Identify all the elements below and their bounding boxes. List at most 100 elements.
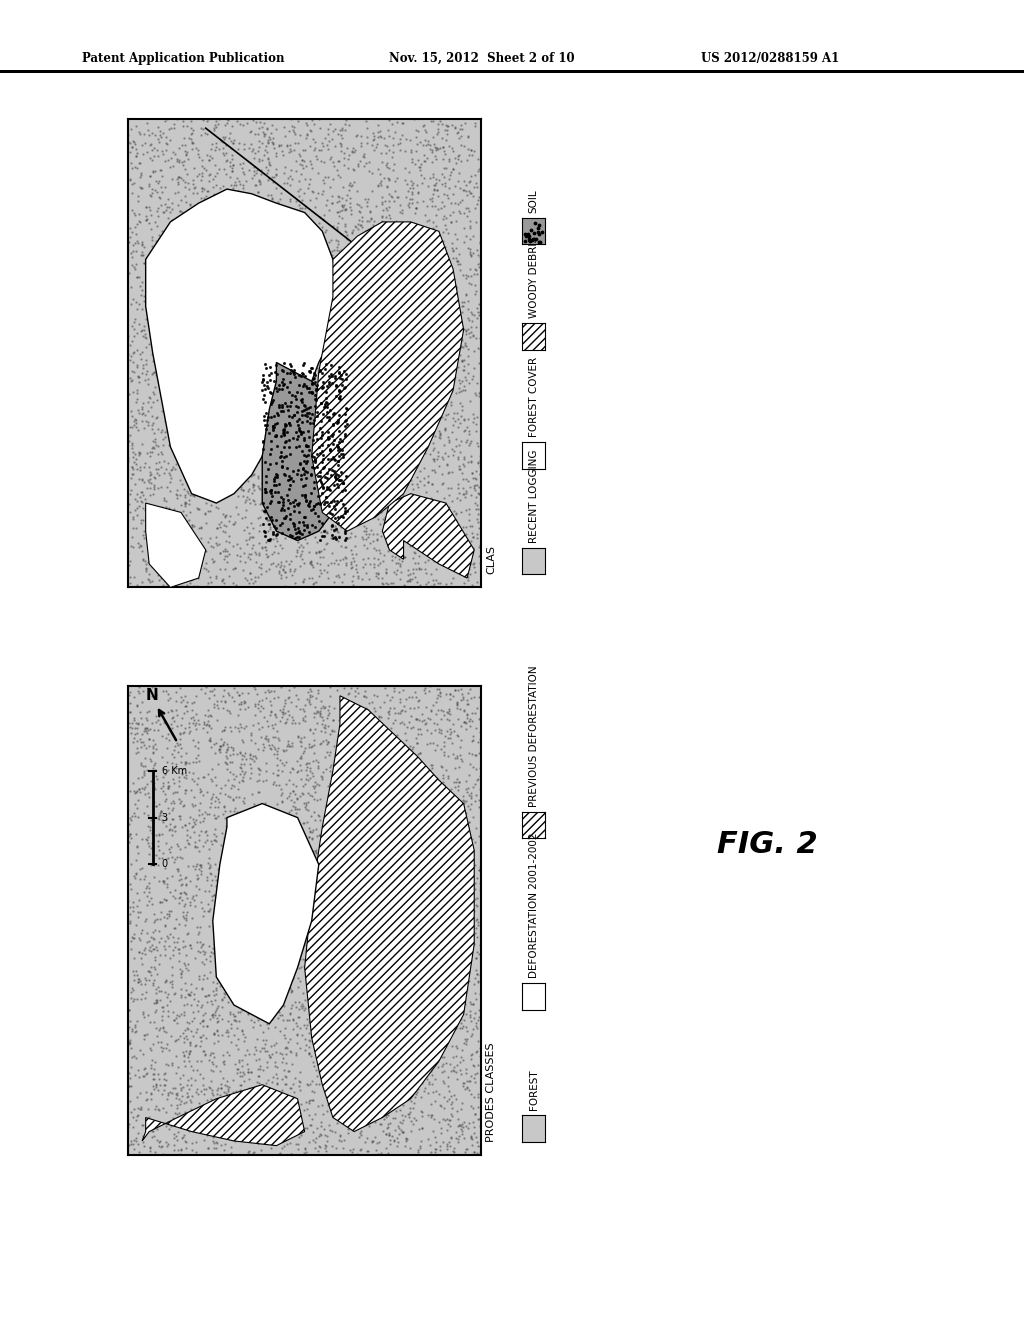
Point <box>420 466 436 487</box>
Point <box>258 532 274 553</box>
Point <box>138 411 155 432</box>
Point <box>340 458 356 479</box>
Point <box>465 404 481 425</box>
Point <box>395 873 412 894</box>
Point <box>181 833 198 854</box>
Point <box>270 345 287 366</box>
Point <box>146 928 163 949</box>
Point <box>275 463 292 484</box>
Point <box>233 770 250 791</box>
Point <box>417 223 433 244</box>
Point <box>281 247 297 268</box>
Point <box>339 972 355 993</box>
Point <box>375 762 391 783</box>
Point <box>240 814 256 836</box>
Point <box>249 928 265 949</box>
Point <box>390 750 407 771</box>
Point <box>312 734 329 755</box>
Point <box>183 1055 200 1076</box>
Point <box>291 999 307 1020</box>
Point <box>292 178 308 199</box>
Point <box>326 420 342 441</box>
Point <box>471 857 487 878</box>
Point <box>182 573 199 594</box>
Point <box>428 123 444 144</box>
Point <box>197 801 213 822</box>
Point <box>221 459 238 480</box>
Point <box>285 875 301 896</box>
Point <box>340 422 356 444</box>
Point <box>241 137 257 158</box>
Point <box>464 463 480 484</box>
Point <box>241 1044 257 1065</box>
Point <box>209 690 225 711</box>
Point <box>207 891 223 912</box>
Point <box>396 469 413 490</box>
Point <box>152 360 168 381</box>
Point <box>257 157 273 178</box>
Point <box>419 1068 435 1089</box>
Point <box>205 1125 221 1146</box>
Point <box>331 360 347 381</box>
Point <box>236 838 252 859</box>
Point <box>194 334 210 355</box>
Point <box>393 124 410 145</box>
Point <box>185 692 202 713</box>
Point <box>421 927 437 948</box>
Point <box>291 420 307 441</box>
Point <box>222 174 239 195</box>
Point <box>336 1031 352 1052</box>
Point <box>271 260 288 281</box>
Point <box>422 168 438 189</box>
Point <box>309 553 326 574</box>
Point <box>338 363 354 384</box>
Point <box>155 681 171 702</box>
Text: Nov. 15, 2012  Sheet 2 of 10: Nov. 15, 2012 Sheet 2 of 10 <box>389 51 574 65</box>
Point <box>205 482 221 503</box>
Point <box>370 265 386 286</box>
Point <box>393 416 410 437</box>
Point <box>398 426 415 447</box>
Point <box>276 956 293 977</box>
Point <box>362 379 379 400</box>
Point <box>450 879 466 900</box>
Point <box>332 201 348 222</box>
Point <box>175 995 191 1016</box>
Point <box>305 293 322 314</box>
Point <box>254 500 270 521</box>
Point <box>215 176 231 197</box>
Point <box>425 771 441 792</box>
Point <box>148 407 165 428</box>
Point <box>182 128 199 149</box>
Point <box>230 309 247 330</box>
Point <box>169 302 185 323</box>
Point <box>158 788 174 809</box>
Point <box>260 715 276 737</box>
Point <box>366 1068 382 1089</box>
Point <box>135 319 152 341</box>
Point <box>319 829 336 850</box>
Point <box>441 936 458 957</box>
Point <box>261 1100 278 1121</box>
Point <box>147 845 164 866</box>
Point <box>370 937 386 958</box>
Point <box>380 120 396 141</box>
Point <box>250 335 266 356</box>
Point <box>408 1084 424 1105</box>
Point <box>278 438 294 459</box>
Point <box>456 203 472 224</box>
Point <box>315 1005 332 1026</box>
Point <box>261 558 278 579</box>
Point <box>152 451 168 473</box>
Point <box>373 1012 389 1034</box>
Point <box>299 380 315 401</box>
Point <box>267 990 284 1011</box>
Point <box>138 738 155 759</box>
Point <box>256 235 272 256</box>
Point <box>143 272 160 293</box>
Point <box>125 446 141 467</box>
Point <box>414 223 430 244</box>
Point <box>215 540 231 561</box>
Point <box>273 512 290 533</box>
Point <box>300 935 316 956</box>
